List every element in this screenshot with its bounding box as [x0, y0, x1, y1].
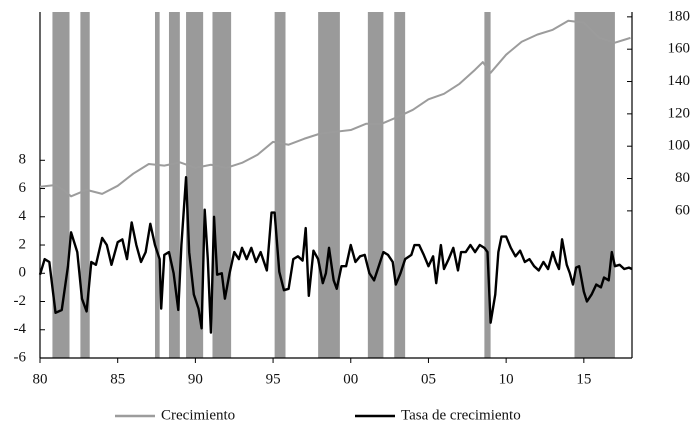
x-tick-label: 05: [421, 371, 436, 387]
y-tick-label: 4: [19, 208, 27, 224]
y2-tick-label: 160: [668, 41, 691, 57]
x-tick-label: 80: [33, 371, 48, 387]
y2-tick-label: 60: [675, 202, 690, 218]
y2-tick-label: 80: [675, 170, 690, 186]
x-tick-label: 85: [110, 371, 125, 387]
y-tick-label: 8: [19, 152, 27, 168]
y2-tick-label: 140: [668, 73, 691, 89]
shaded-period: [574, 12, 615, 358]
shaded-period: [394, 12, 406, 358]
legend-label: Crecimiento: [161, 407, 235, 423]
y-tick-label: 0: [19, 265, 27, 281]
y2-tick-label: 100: [668, 138, 691, 154]
shaded-period: [484, 12, 491, 358]
y-tick-label: 2: [19, 236, 27, 252]
x-tick-label: 10: [499, 371, 514, 387]
x-tick-label: 15: [576, 371, 591, 387]
shaded-period: [367, 12, 384, 358]
x-tick-label: 00: [343, 371, 358, 387]
shaded-period: [318, 12, 340, 358]
shaded-period: [154, 12, 160, 358]
shaded-period: [168, 12, 180, 358]
y2-tick-label: 180: [668, 8, 691, 24]
shaded-period: [212, 12, 232, 358]
y-tick-label: 6: [19, 180, 27, 196]
shaded-period: [274, 12, 286, 358]
y-tick-label: -6: [14, 349, 27, 365]
shaded-period: [186, 12, 204, 358]
x-tick-label: 90: [188, 371, 203, 387]
shaded-period: [80, 12, 90, 358]
data-line: [38, 176, 633, 334]
data-line: [39, 19, 631, 198]
shaded-period: [52, 12, 70, 358]
y-tick-label: -4: [14, 321, 27, 337]
y-tick-label: -2: [14, 293, 27, 309]
legend-label: Tasa de crecimiento: [401, 407, 521, 423]
x-tick-label: 95: [266, 371, 281, 387]
y2-tick-label: 120: [668, 105, 691, 121]
